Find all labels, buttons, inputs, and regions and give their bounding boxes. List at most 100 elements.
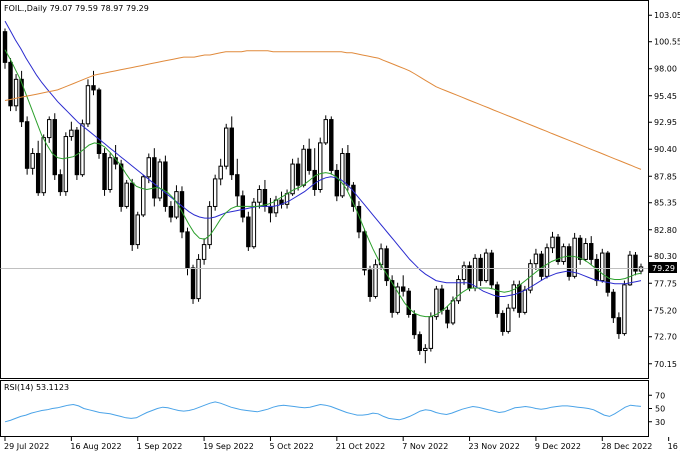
candle-body-up bbox=[622, 284, 627, 335]
price-tick-label: 70.15 bbox=[654, 360, 677, 369]
candle-body-up bbox=[522, 289, 528, 313]
moving-average-line-3 bbox=[4, 50, 642, 170]
candle-body-down bbox=[417, 334, 422, 352]
candle-body-down bbox=[362, 231, 367, 271]
candle-body-down bbox=[334, 169, 340, 197]
candle-body-down bbox=[152, 157, 157, 199]
price-tick-label: 90.40 bbox=[654, 145, 677, 154]
rsi-axis: 70 50 30 bbox=[648, 391, 665, 427]
candle-body-down bbox=[633, 254, 638, 272]
candle-body-up bbox=[251, 201, 257, 248]
candle-body-down bbox=[268, 205, 273, 214]
candle-body-up bbox=[85, 85, 91, 125]
candle-body-up bbox=[196, 258, 201, 300]
candle-body-up bbox=[561, 246, 566, 263]
candle-body-up bbox=[69, 129, 74, 138]
candle-body-down bbox=[129, 182, 135, 246]
candle-body-down bbox=[35, 152, 41, 194]
time-tick-label: 5 Oct 2022 bbox=[269, 442, 313, 451]
candle-body-up bbox=[63, 136, 69, 193]
candle-body-up bbox=[550, 236, 555, 249]
candle-body-down bbox=[52, 119, 57, 176]
candle-body-down bbox=[367, 269, 373, 297]
candle-body-up bbox=[323, 119, 328, 144]
candle-body-up bbox=[583, 243, 588, 260]
time-tick-label: 1 Sep 2022 bbox=[137, 442, 183, 451]
candle-body-down bbox=[8, 61, 13, 107]
candle-body-down bbox=[555, 236, 561, 263]
price-tick-label: 100.55 bbox=[654, 38, 680, 47]
candle-body-up bbox=[600, 252, 605, 282]
time-tick-label: 23 Nov 2022 bbox=[469, 442, 520, 451]
candle-body-up bbox=[224, 127, 229, 167]
candle-body-down bbox=[262, 189, 268, 207]
candle-body-up bbox=[207, 205, 212, 246]
candle-body-up bbox=[423, 347, 428, 352]
candle-body-up bbox=[141, 176, 146, 216]
rsi-label: RSI(14) 53.1123 bbox=[4, 383, 69, 392]
candle-body-down bbox=[102, 152, 107, 190]
candle-body-down bbox=[190, 267, 196, 300]
candle-body-up bbox=[544, 247, 550, 277]
moving-average-line-1 bbox=[4, 20, 642, 297]
candle-body-up bbox=[135, 214, 140, 246]
price-tick-label: 103.05 bbox=[654, 11, 680, 20]
candle-body-up bbox=[13, 78, 19, 107]
candle-body-down bbox=[389, 280, 395, 313]
candle-body-down bbox=[345, 152, 351, 186]
moving-averages-layer bbox=[4, 20, 642, 318]
candle-body-down bbox=[58, 174, 63, 193]
candle-body-down bbox=[74, 129, 80, 176]
candle-body-up bbox=[373, 264, 378, 297]
price-tick-label: 77.75 bbox=[654, 279, 677, 288]
candle-body-up bbox=[146, 157, 152, 178]
candle-body-down bbox=[494, 284, 500, 314]
candle-body-down bbox=[616, 317, 622, 335]
candle-body-up bbox=[41, 137, 46, 194]
candle-body-up bbox=[638, 266, 644, 272]
candle-body-down bbox=[611, 291, 616, 319]
candle-body-down bbox=[351, 184, 356, 207]
rsi-tick-label: 30 bbox=[655, 418, 665, 427]
price-axis: 103.05 100.55 98.00 95.45 92.95 90.40 87.85 85.… bbox=[648, 11, 680, 369]
time-tick-label: 16 Jan 2023 bbox=[668, 442, 680, 451]
candle-body-up bbox=[301, 148, 306, 186]
time-tick-label: 16 Aug 2022 bbox=[70, 442, 121, 451]
candle-body-up bbox=[456, 279, 461, 302]
candle-body-up bbox=[212, 178, 218, 207]
candle-body-down bbox=[445, 309, 450, 324]
price-tick-label: 98.00 bbox=[654, 65, 677, 74]
price-tick-label: 75.20 bbox=[654, 306, 677, 315]
main-panel-frame bbox=[0, 0, 649, 379]
candle-body-up bbox=[340, 152, 345, 197]
rsi-layer bbox=[4, 401, 642, 423]
candle-body-up bbox=[434, 288, 439, 318]
price-tick-label: 85.35 bbox=[654, 199, 677, 208]
candle-body-down bbox=[295, 163, 301, 186]
candle-body-down bbox=[2, 31, 8, 63]
candle-body-down bbox=[539, 253, 544, 277]
candle-body-up bbox=[257, 189, 262, 203]
time-tick-label: 19 Sep 2022 bbox=[203, 442, 254, 451]
candle-body-up bbox=[627, 254, 633, 286]
candle-body-up bbox=[461, 265, 467, 281]
candle-body-down bbox=[91, 85, 96, 91]
candle-body-up bbox=[47, 119, 52, 139]
candle-body-down bbox=[118, 163, 124, 207]
time-tick-label: 9 Dec 2022 bbox=[535, 442, 581, 451]
symbol-ohlc-line: FOIL.,Daily 79.07 79.59 78.97 79.29 bbox=[4, 4, 149, 13]
candle-body-down bbox=[406, 290, 411, 315]
candle-body-down bbox=[185, 231, 190, 269]
time-tick-label: 21 Oct 2022 bbox=[336, 442, 385, 451]
time-tick-label: 7 Nov 2022 bbox=[402, 442, 448, 451]
candle-body-down bbox=[168, 205, 174, 218]
candle-body-up bbox=[483, 252, 489, 282]
candle-body-down bbox=[412, 314, 417, 336]
candle-body-up bbox=[472, 257, 478, 289]
candle-body-up bbox=[157, 161, 163, 199]
price-tick-label: 82.80 bbox=[654, 226, 677, 235]
candle-body-down bbox=[329, 119, 334, 171]
rsi-line bbox=[4, 401, 642, 423]
moving-average-line-2 bbox=[4, 49, 642, 318]
candle-body-down bbox=[500, 312, 505, 332]
